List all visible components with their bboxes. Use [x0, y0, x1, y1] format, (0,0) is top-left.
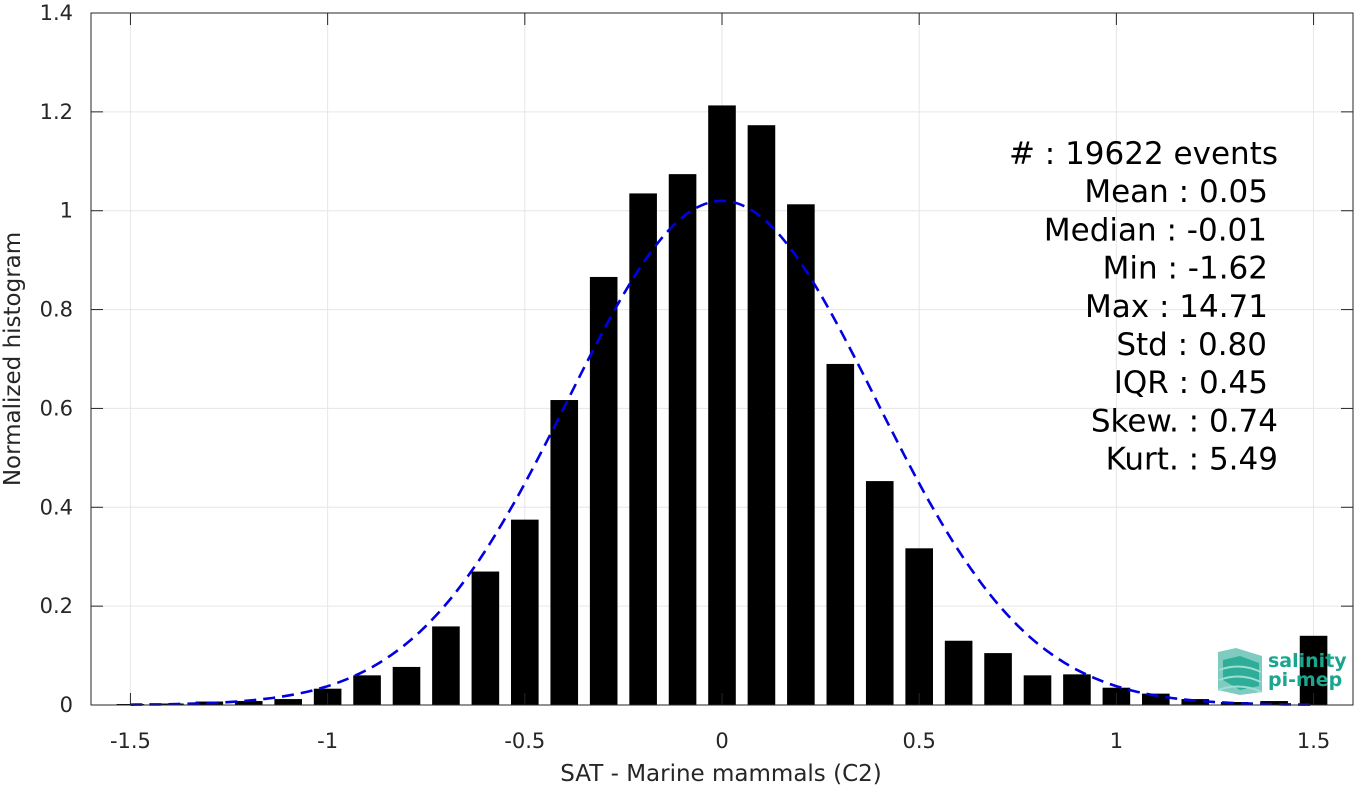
stats-line: Min : -1.62 [1103, 251, 1268, 287]
histogram-bar [826, 363, 855, 705]
histogram-bar [550, 400, 579, 705]
histogram-bar [471, 571, 500, 705]
histogram-bar [274, 699, 302, 705]
y-tick-label: 1.4 [40, 1, 73, 25]
stats-line: Mean : 0.05 [1084, 174, 1268, 210]
x-tick-label: 1 [1110, 729, 1123, 753]
logo-line1: salinity [1268, 650, 1347, 672]
histogram-bar [747, 125, 776, 705]
histogram-bar [432, 626, 460, 705]
stats-line: Std : 0.80 [1116, 327, 1267, 363]
logo-line2: pi-mep [1268, 669, 1342, 691]
y-tick-label: 0.2 [40, 594, 73, 618]
histogram-bar [944, 640, 973, 705]
histogram-bar [865, 481, 894, 705]
histogram-bar [1220, 702, 1249, 705]
histogram-bar [1181, 699, 1210, 705]
histogram-bar [234, 701, 263, 705]
y-axis-label: Normalized histogram [0, 232, 26, 486]
histogram-bar [905, 548, 933, 705]
y-tick-label: 0.6 [40, 396, 73, 420]
gaussian-fit-curve [130, 199, 1314, 706]
y-tick-labels: 0 0.2 0.4 0.6 0.8 1 1.2 1.4 [40, 1, 73, 717]
y-tick-label: 1.2 [40, 100, 73, 124]
stats-line: # : 19622 events [1009, 136, 1278, 172]
y-tick-label: 0 [60, 693, 73, 717]
salinity-pi-mep-logo: salinity pi-mep [1217, 648, 1347, 695]
histogram-bars [116, 105, 1328, 706]
histogram-bar [1063, 674, 1091, 705]
x-tick-label: -0.5 [504, 729, 545, 753]
stats-line: Median : -0.01 [1044, 212, 1267, 248]
histogram-bar [1260, 701, 1288, 705]
x-tick-label: 0 [715, 729, 728, 753]
x-tick-label: -1 [317, 729, 338, 753]
stats-line: IQR : 0.45 [1114, 365, 1268, 401]
stats-line: Kurt. : 5.49 [1106, 442, 1278, 478]
x-tick-label: 1.5 [1297, 729, 1330, 753]
x-tick-labels: -1.5 -1 -0.5 0 0.5 1 1.5 [110, 729, 1330, 753]
histogram-bar [589, 276, 618, 705]
stats-line: Max : 14.71 [1085, 289, 1268, 325]
axis-ticks [91, 12, 1353, 706]
y-tick-label: 0.4 [40, 495, 73, 519]
logo-mark-icon [1217, 648, 1263, 695]
histogram-bar [1142, 693, 1170, 705]
x-tick-label: 0.5 [902, 729, 935, 753]
histogram-bar [708, 105, 736, 706]
y-tick-label: 0.8 [40, 298, 73, 322]
histogram-bar [511, 519, 539, 705]
stats-line: Skew. : 0.74 [1091, 403, 1278, 439]
x-axis-label: SAT - Marine mammals (C2) [560, 761, 882, 785]
y-tick-label: 1 [60, 199, 73, 223]
histogram-bar [1023, 675, 1052, 705]
histogram-bar [353, 675, 381, 705]
histogram-bar [668, 174, 697, 705]
x-tick-label: -1.5 [110, 729, 151, 753]
histogram-bar [984, 653, 1012, 705]
histogram-bar [392, 666, 421, 705]
histogram-bar [787, 204, 815, 705]
histogram-bar [629, 193, 657, 705]
